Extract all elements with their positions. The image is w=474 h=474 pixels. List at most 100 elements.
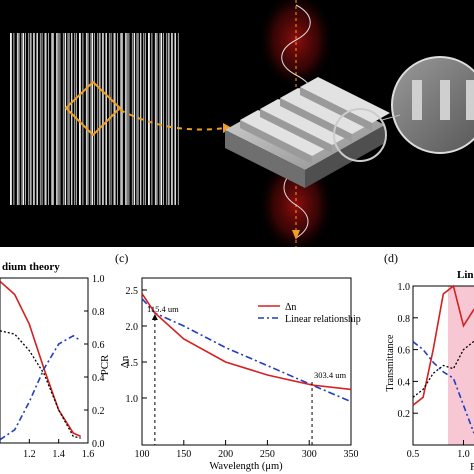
panel-c-x-tick-label: 200 bbox=[218, 449, 233, 460]
grating-stripe bbox=[51, 33, 53, 205]
charts-svg: dium theory 1.0 0.8 0.6 0.4 0.2 0.0 PCR 1.2 1.… bbox=[0, 251, 474, 473]
grating-ridge-side bbox=[260, 109, 332, 153]
grating-stripe bbox=[102, 33, 103, 205]
left-right-tick-label: 0.6 bbox=[92, 340, 105, 351]
panel-c-y-tick-label: 2.5 bbox=[126, 286, 139, 297]
grating-stripe bbox=[18, 33, 20, 205]
left-chart-right-ylabel: PCR bbox=[99, 354, 111, 375]
grating-stripe bbox=[156, 33, 158, 205]
panel-d-x-tick-label: 1.0 bbox=[457, 449, 470, 460]
grating-stripe bbox=[22, 33, 25, 205]
legend-dn-label: Δn bbox=[285, 302, 296, 313]
grating-stripe bbox=[103, 33, 104, 205]
grating-stripe bbox=[21, 33, 23, 205]
grating-stripe bbox=[11, 33, 12, 205]
grating-pattern bbox=[10, 33, 179, 205]
grating-stripe bbox=[59, 33, 61, 205]
magnifier-large bbox=[391, 56, 474, 154]
grating-stripe bbox=[28, 33, 30, 205]
grating-stripe bbox=[53, 33, 54, 205]
panel-d-y-tick-label: 0.2 bbox=[398, 409, 411, 420]
grating-stripe bbox=[36, 33, 38, 205]
panel-c-y-tick-label: 2.0 bbox=[126, 322, 139, 333]
grating-stripe bbox=[154, 33, 157, 205]
grating-stripe bbox=[79, 33, 81, 205]
grating-stripe bbox=[113, 33, 115, 205]
grating-stripe bbox=[87, 33, 89, 205]
grating-stripe bbox=[126, 33, 128, 205]
grating-stripe bbox=[82, 33, 84, 205]
grating-stripe bbox=[145, 33, 146, 205]
grating-stripe bbox=[94, 33, 95, 205]
panel-c-y-tick-label: 1.0 bbox=[126, 394, 139, 405]
grating-stripe bbox=[62, 33, 64, 205]
grating-stripe bbox=[91, 33, 94, 205]
panel-d-xlabel-fragment: F bbox=[470, 461, 474, 473]
panel-c-label: (c) bbox=[115, 251, 128, 265]
grating-stripe bbox=[44, 33, 46, 205]
panel-d-x-tick-label: 0.5 bbox=[407, 449, 420, 460]
left-x-tick-label: 1.2 bbox=[23, 449, 36, 460]
panel-d-label: (d) bbox=[384, 251, 398, 265]
grating-stripe bbox=[48, 33, 49, 205]
grating-stripe bbox=[10, 33, 12, 205]
grating-stripe bbox=[64, 33, 67, 205]
grating-stripe bbox=[34, 33, 35, 205]
panel-c-xlabel: Wavelength (μm) bbox=[209, 461, 283, 472]
panel-c-ylabel: Δn bbox=[119, 355, 131, 368]
left-right-tick-label: 0.8 bbox=[92, 307, 105, 318]
grating-stripe bbox=[133, 33, 136, 205]
panel-c-y-tick-label: 1.5 bbox=[126, 358, 139, 369]
grating-stripe bbox=[131, 33, 133, 205]
grating-stripe bbox=[25, 33, 26, 205]
left-right-tick-label: 0.0 bbox=[92, 439, 105, 450]
grating-ridge-top bbox=[280, 88, 370, 134]
beam-arrow bbox=[292, 230, 300, 240]
panel-c-chart: (c) Δn 1.0 1.5 2.0 2.5 100 150 200 250 300 350 W… bbox=[115, 251, 361, 472]
panel-d-series-black-dotted bbox=[412, 340, 474, 398]
grating-stripe bbox=[39, 33, 41, 205]
grating-ridge-side bbox=[240, 120, 312, 164]
grating-stripe bbox=[74, 33, 76, 205]
grating-stripe bbox=[30, 33, 32, 205]
grating-stripe bbox=[16, 33, 19, 205]
grating-stripe bbox=[136, 33, 138, 205]
schematic-illustration bbox=[0, 0, 474, 247]
grating-stripe bbox=[90, 33, 92, 205]
panel-c-x-tick-label: 300 bbox=[302, 449, 317, 460]
grating-stripe bbox=[148, 33, 150, 205]
panel-d-highlight-band bbox=[448, 286, 474, 445]
grating-stripe bbox=[122, 33, 123, 205]
panel-d-y-tick-label: 0.4 bbox=[398, 377, 411, 388]
grating-ridge-top bbox=[300, 77, 390, 123]
grating-stripe bbox=[159, 33, 161, 205]
annotation-303-label: 303.4 um bbox=[314, 370, 347, 380]
grating-stripe bbox=[13, 33, 15, 205]
grating-stripe bbox=[128, 33, 130, 205]
grating-stripe bbox=[166, 33, 168, 205]
annotation-115-arrowhead bbox=[151, 314, 158, 320]
grating-stripe bbox=[168, 33, 170, 205]
grating-stripe bbox=[99, 33, 101, 205]
legend-linear-label: Linear relationship bbox=[285, 314, 361, 325]
panel-d-y-tick-label: 0.8 bbox=[398, 314, 411, 325]
left-series-black-dotted bbox=[0, 330, 81, 439]
left-x-tick-label: 1.6 bbox=[82, 449, 95, 460]
left-right-tick-label: 0.4 bbox=[92, 373, 105, 384]
grating-stripe bbox=[71, 33, 73, 205]
left-chart: dium theory 1.0 0.8 0.6 0.4 0.2 0.0 PCR 1.2 1.… bbox=[0, 261, 111, 460]
grating-stripe bbox=[177, 33, 179, 205]
grating-stripe bbox=[171, 33, 172, 205]
wave-bottom bbox=[283, 169, 309, 239]
grating-stripe bbox=[110, 33, 112, 205]
grating-stripe bbox=[114, 33, 116, 205]
left-series-red bbox=[0, 280, 82, 438]
panel-d-chart: (d) Lin Transmittance 1.0 0.8 0.6 0.4 0.2 0.… bbox=[384, 251, 474, 473]
annotation-115-label: 115.4 um bbox=[147, 304, 179, 314]
left-chart-title: dium theory bbox=[2, 261, 60, 273]
grating-ridge-top bbox=[240, 110, 330, 156]
magnified-ridge-2 bbox=[440, 80, 450, 120]
magnifier-small bbox=[333, 108, 387, 162]
panel-c-x-tick-label: 250 bbox=[260, 449, 275, 460]
grating-stripe bbox=[41, 33, 43, 205]
